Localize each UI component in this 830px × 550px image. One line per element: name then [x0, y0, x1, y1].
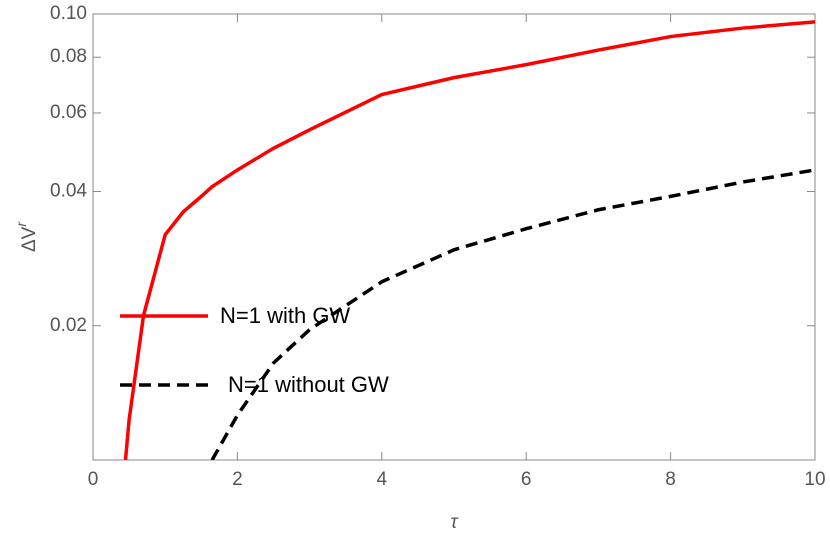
y-tick-label: 0.02	[50, 315, 87, 336]
y-tick-label: 0.04	[50, 180, 87, 201]
y-axis-label: ΔVr	[13, 221, 40, 252]
x-tick-label: 8	[665, 469, 676, 490]
x-tick-label: 2	[232, 469, 243, 490]
y-tick-label: 0.06	[50, 102, 87, 123]
y-tick-label: 0.08	[50, 46, 87, 67]
x-tick-label: 6	[521, 469, 532, 490]
series-line	[210, 168, 815, 460]
y-axis-label-base: ΔV	[19, 226, 40, 252]
legend-label: N=1 without GW	[228, 372, 389, 397]
x-tick-label: 0	[88, 469, 99, 490]
y-axis-label-superscript: r	[13, 221, 29, 227]
x-axis-label: τ	[450, 512, 459, 533]
y-tick-label: 0.10	[50, 3, 87, 24]
legend-label: N=1 with GW	[220, 303, 350, 328]
x-tick-label: 10	[804, 469, 825, 490]
x-tick-label: 4	[377, 469, 388, 490]
plot-frame	[92, 13, 816, 461]
series-line	[123, 20, 815, 460]
